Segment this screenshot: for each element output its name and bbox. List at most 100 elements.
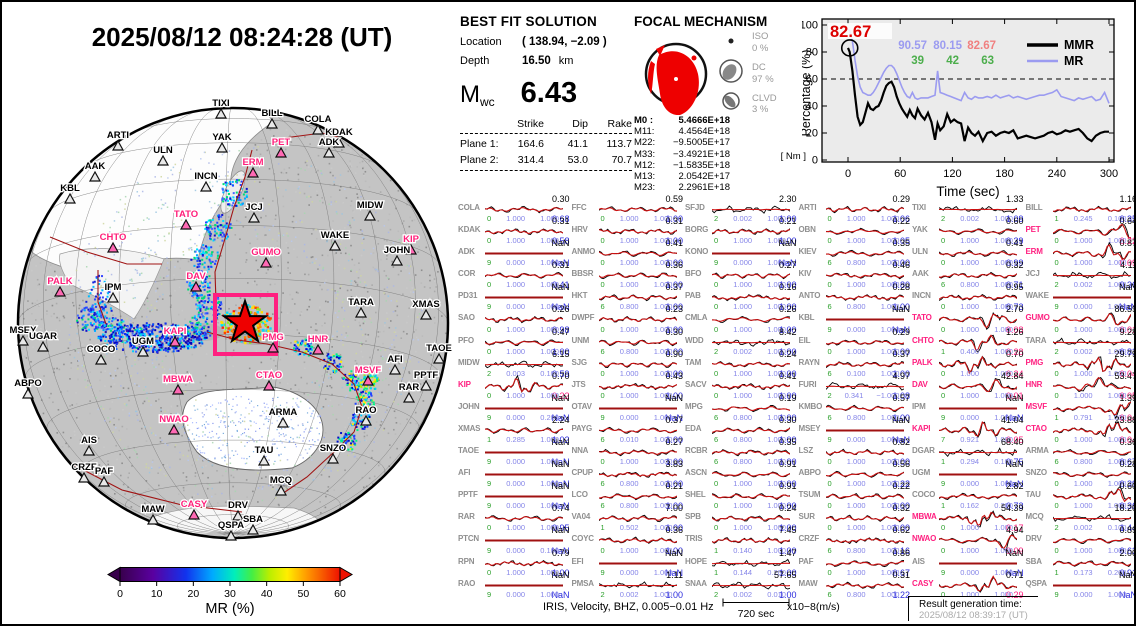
fit-value: 1.00	[778, 324, 797, 335]
waveform-trace	[1052, 420, 1131, 438]
station-cell-tara: TARA 9.28 0.83 2 0.002 1.000	[1025, 327, 1135, 357]
station-triangle-icon	[274, 484, 288, 496]
station-code: KIEV	[798, 247, 817, 257]
station-triangle-icon	[274, 146, 288, 158]
fit-value: NaN	[1118, 589, 1136, 600]
station-code: HKT	[571, 291, 588, 301]
station-triangle-icon	[97, 475, 111, 487]
waveform-trace	[598, 206, 677, 213]
max-amplitude-value: 0.31	[551, 260, 570, 271]
selected-solution-marker	[840, 39, 859, 57]
station-code: INCN	[912, 291, 931, 301]
station-code: MSVF	[1025, 401, 1048, 411]
weight-values: 0 1.000 1.000	[941, 368, 1013, 378]
fit-value: 1.00	[778, 501, 797, 512]
fit-value: NaN	[891, 435, 910, 446]
map-station-rao: RAO	[354, 404, 378, 426]
max-amplitude-value: 0.27	[778, 260, 797, 271]
station-cell-casy: CASY 0.71 0.29 0 1.000 1.000	[911, 570, 1025, 600]
station-code: EIL	[798, 335, 811, 345]
map-svg: 2025/08/12 08:24:28 (UT) TIXI BILL COLA KDA…	[8, 22, 453, 617]
station-code: LCO	[571, 490, 589, 500]
map-station-adk: ADK	[317, 136, 341, 158]
map-station-xmas: XMAS	[411, 298, 441, 320]
depth-value: 16.50	[522, 55, 551, 67]
station-code: ANTO	[798, 291, 821, 301]
waveform-trace	[939, 562, 1017, 564]
max-amplitude-value: 0.47	[551, 326, 570, 337]
synthetic-trace	[939, 251, 1017, 257]
weight-values: 2 0.002 1.000	[1054, 346, 1127, 356]
map-station-ugm: UGM	[131, 335, 155, 357]
weight-values: 6 0.800 1.000	[714, 412, 786, 422]
station-code: JCJ	[1025, 269, 1040, 279]
station-triangle-icon	[265, 117, 279, 129]
weight-values: 6 0.010 1.000	[600, 435, 673, 445]
station-code: KONO	[685, 247, 709, 257]
fit-value: 0.05	[1119, 390, 1136, 401]
station-code: PPTF	[458, 490, 478, 500]
weight-values: 0 1.000 1.000	[714, 390, 786, 400]
fit-value: 0.28	[1005, 346, 1024, 357]
map-station-tixi: TIXI	[211, 97, 231, 119]
max-amplitude-value: 1.11	[666, 569, 683, 580]
synthetic-trace	[598, 427, 677, 434]
waveform-trace	[825, 360, 904, 368]
map-station-ais: AIS	[80, 434, 98, 456]
station-map-label: ERM	[242, 157, 263, 168]
weight-values: 0 1.000 1.000	[600, 368, 673, 378]
station-code: CHTO	[912, 335, 934, 345]
station-cell-sur: SUR 0.32 1.00 0 1.000 1.000	[798, 503, 912, 533]
station-map-label: UGM	[132, 336, 154, 347]
weight-values: 2 0.341 −1.000	[827, 390, 900, 400]
map-station-casy: CASY	[180, 498, 209, 520]
weight-values: 2 0.003 0.100	[487, 368, 559, 378]
station-code: NWAO	[912, 534, 937, 544]
station-cell-furi: FURI 4.97 1.08 2 0.341 −1.000	[798, 371, 912, 401]
station-map-label: DAV	[186, 271, 206, 282]
map-station-coco: COCO	[86, 343, 117, 365]
plane-1-row: Plane 1: 164.6 41.1 113.7	[460, 138, 632, 150]
chart-green-annotation-1: 39	[911, 55, 924, 67]
fit-value: 1.00	[778, 523, 797, 534]
fit-value: NaN	[1005, 567, 1024, 578]
waveform-trace	[485, 495, 563, 498]
waveform-trace	[825, 294, 904, 302]
station-code: EDA	[685, 423, 702, 433]
waveform-trace	[939, 510, 1017, 528]
station-triangle-icon	[215, 141, 229, 153]
fit-value: 0.73	[1005, 501, 1024, 512]
waveform-trace	[485, 515, 563, 523]
fit-value: NaN	[551, 412, 570, 423]
max-amplitude-value: 0.37	[665, 414, 683, 425]
station-cell-pd31: PD31 NaN NaN 9 0.000 1.000	[457, 282, 571, 312]
waveform-trace	[939, 407, 1017, 410]
max-amplitude-value: 0.43	[665, 370, 683, 381]
station-code: TAM	[685, 357, 702, 367]
synthetic-trace	[598, 584, 677, 586]
synthetic-trace	[1052, 472, 1131, 477]
colorbar-label: MR (%)	[205, 601, 254, 617]
waveform-trace	[485, 316, 563, 324]
weight-values: 1 0.140 1.000	[714, 545, 786, 555]
synthetic-trace	[712, 494, 790, 500]
station-code: DAV	[912, 379, 928, 389]
synthetic-trace	[485, 378, 563, 393]
synthetic-trace	[825, 560, 904, 566]
iso-symbol	[728, 38, 734, 44]
max-amplitude-value: 18.20	[1114, 503, 1136, 514]
series-mr	[847, 28, 1110, 104]
station-map-label: DRV	[228, 500, 249, 511]
synthetic-trace	[598, 207, 677, 212]
map-station-snzo: SNZO	[319, 442, 347, 464]
waveform-trace	[598, 250, 677, 258]
station-cell-ctao: CTAO 23.88 0.04 0 1.000 1.000	[1025, 415, 1135, 445]
synthetic-trace	[1052, 313, 1131, 327]
max-amplitude-value: NaN	[551, 569, 570, 580]
max-amplitude-value: 0.89	[1119, 525, 1136, 536]
result-generation-time: 2025/08/12 08:39:17 (UT)	[919, 610, 1028, 621]
fit-value: 0.39	[1119, 479, 1136, 490]
station-code: QSPA	[1025, 578, 1047, 588]
station-map-label: NWAO	[159, 414, 189, 425]
weight-values: 0 1.000 1.000	[827, 346, 900, 356]
